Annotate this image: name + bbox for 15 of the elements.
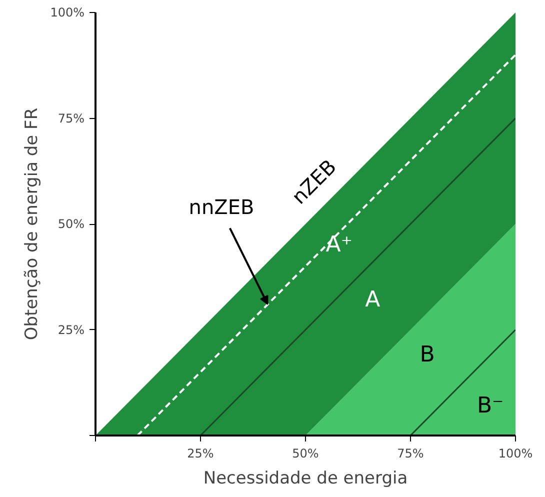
y-axis-title: Obtenção de energia de FR	[22, 108, 42, 340]
y-tick-label: 75%	[58, 111, 84, 126]
x-tick-label: 100%	[498, 446, 533, 460]
annotation: B	[420, 342, 435, 368]
x-tick-label: 25%	[187, 446, 214, 460]
y-tick-label: 100%	[50, 6, 85, 20]
annotation: nnZEB	[188, 195, 254, 220]
annotation: A⁺	[326, 232, 352, 258]
annotation: A	[365, 288, 380, 313]
x-tick-label: 75%	[397, 446, 424, 460]
x-tick-label: 50%	[292, 446, 319, 460]
y-tick-label: 50%	[58, 217, 84, 231]
y-tick-label: 25%	[58, 322, 84, 337]
annotation: B⁻	[476, 393, 504, 418]
x-axis-title: Necessidade de energia	[203, 468, 408, 488]
